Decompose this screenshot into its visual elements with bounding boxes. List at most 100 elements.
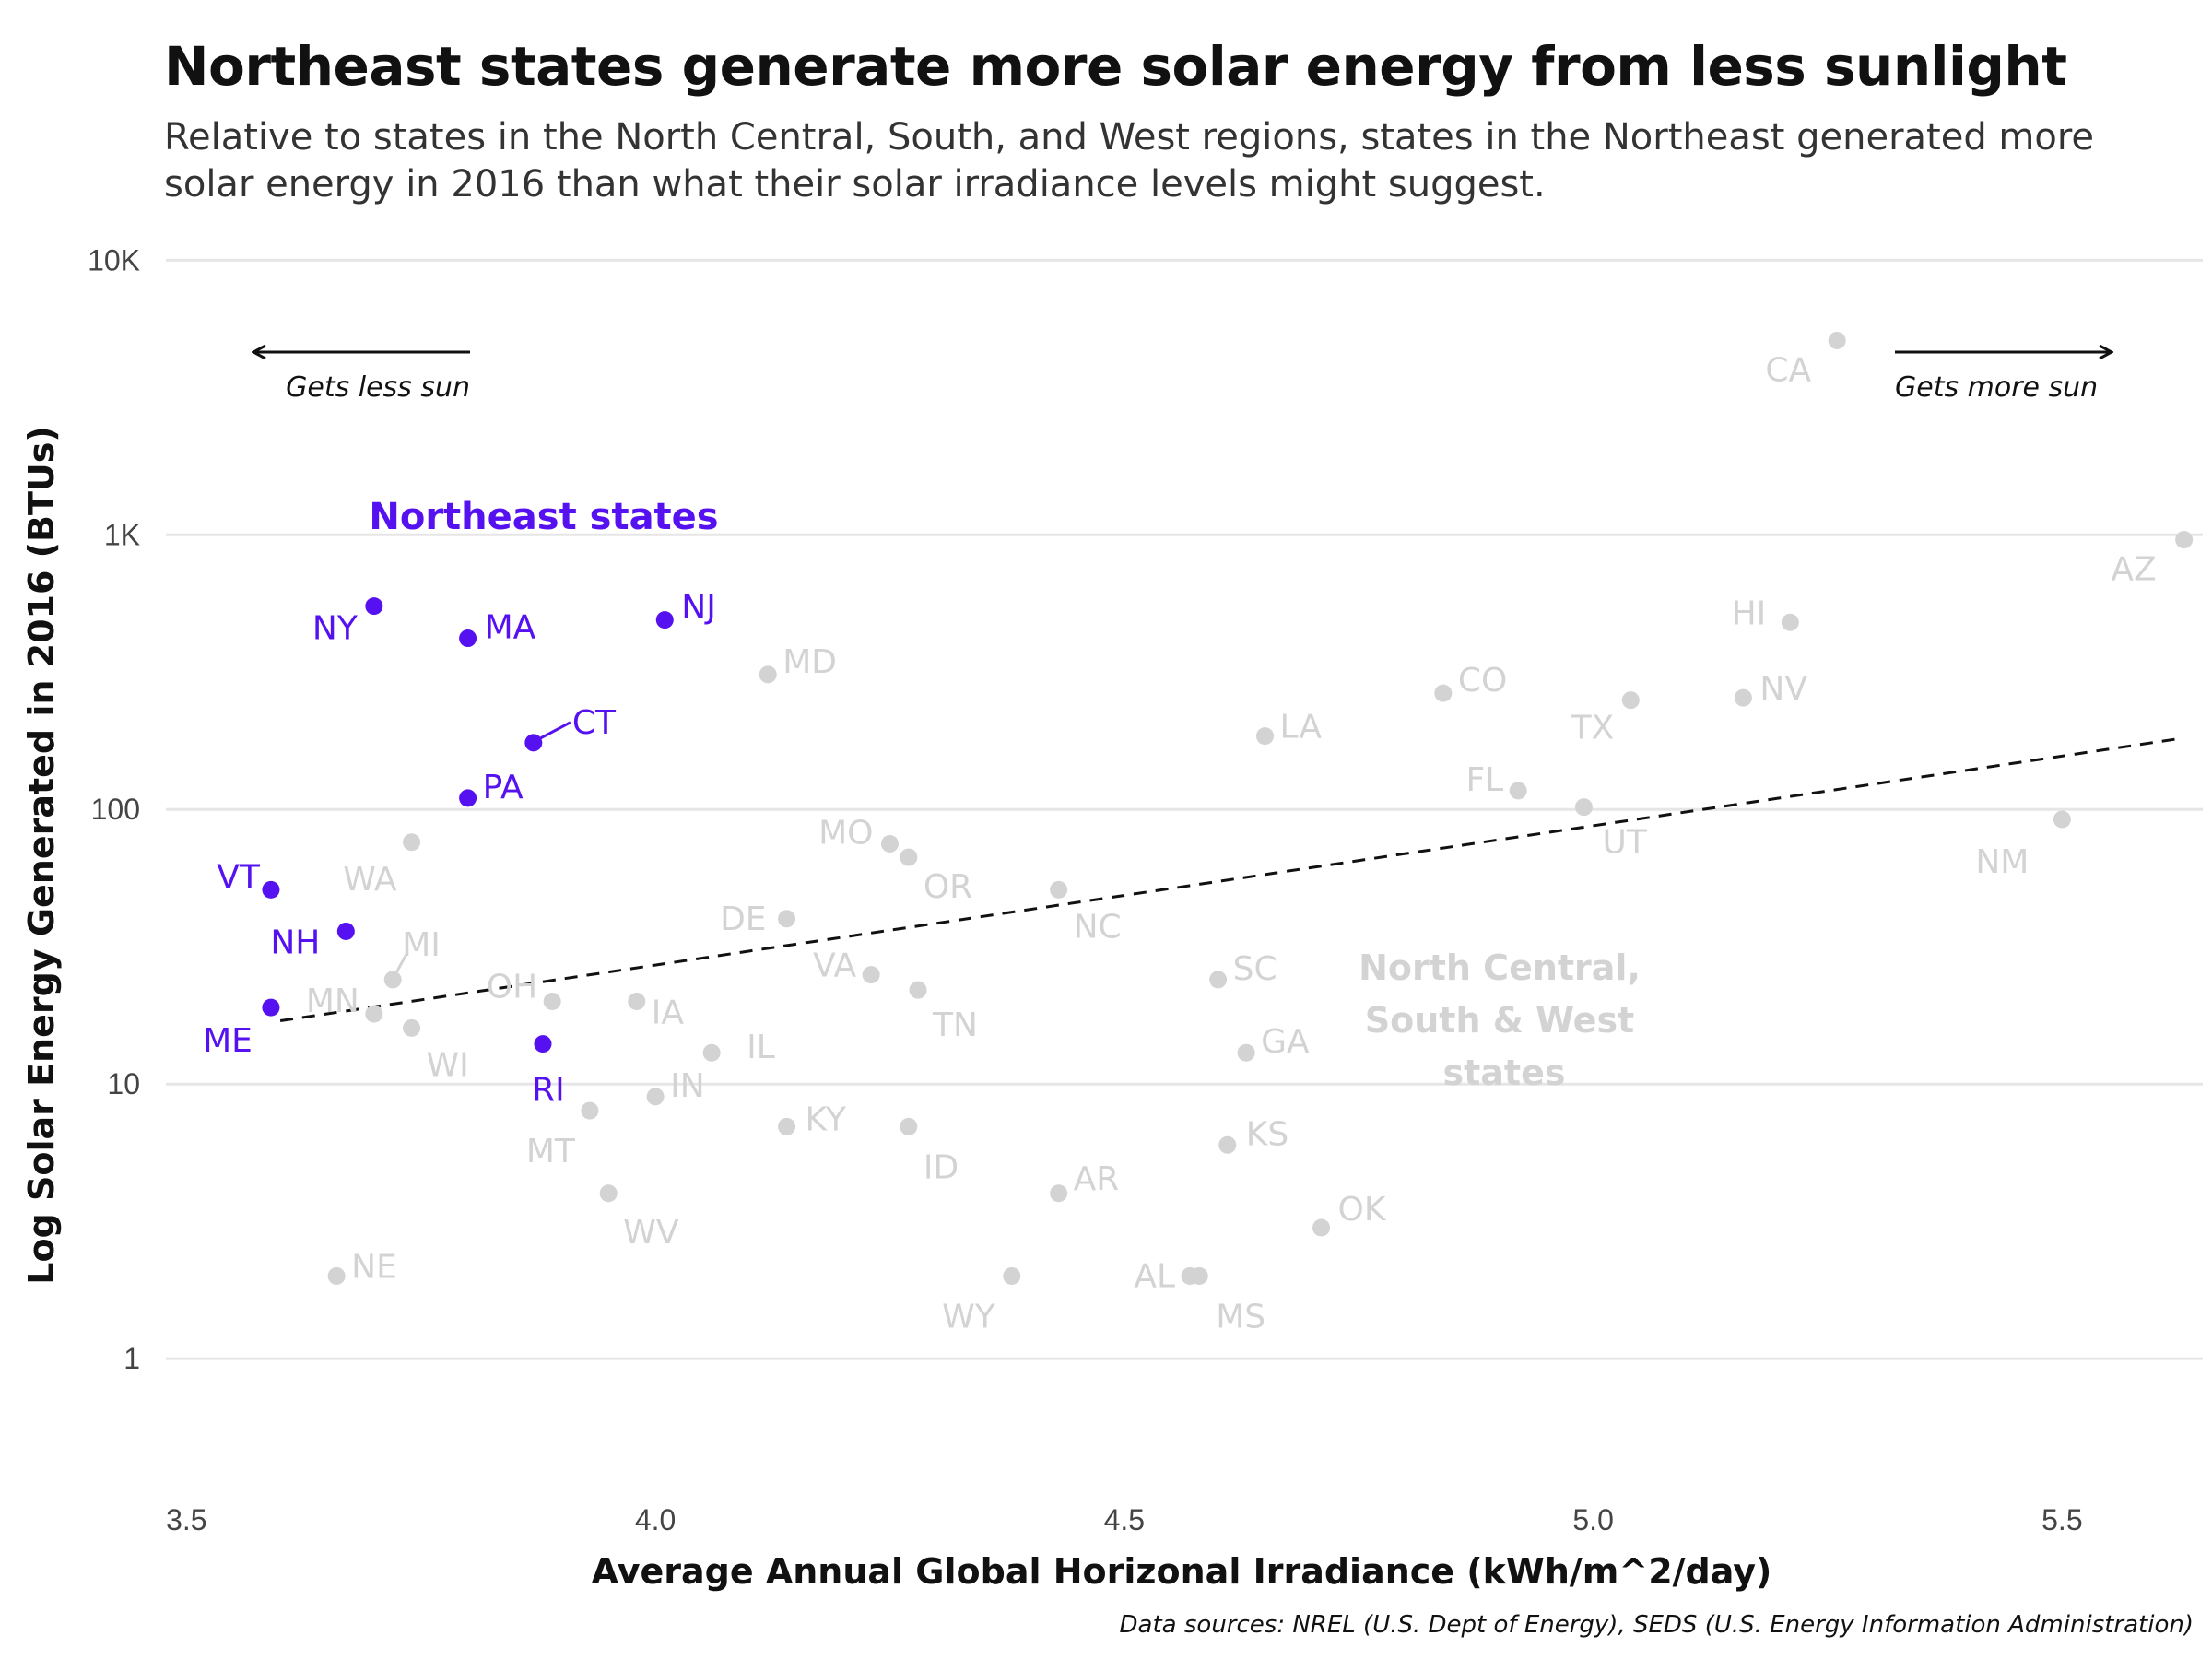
point-fl <box>1509 782 1527 800</box>
label-in: IN <box>670 1067 705 1105</box>
label-pa: PA <box>483 769 524 806</box>
label-ca: CA <box>1765 351 1811 389</box>
label-ga: GA <box>1261 1023 1310 1061</box>
label-ia: IA <box>652 994 685 1032</box>
label-nj: NJ <box>681 589 716 627</box>
x-axis-title: Average Annual Global Horizonal Irradian… <box>592 1551 1772 1592</box>
more-sun-label: Gets more sun <box>1895 371 2098 404</box>
label-ms: MS <box>1216 1298 1265 1335</box>
point-nm <box>2053 810 2071 829</box>
point-wa <box>403 833 421 852</box>
label-il: IL <box>747 1029 775 1066</box>
point-de <box>778 910 796 928</box>
label-sc: SC <box>1233 950 1277 988</box>
label-wa: WA <box>343 861 397 899</box>
point-la <box>1255 727 1274 746</box>
y-tick-label: 1K <box>104 518 140 551</box>
chart-title: Northeast states generate more solar ene… <box>164 35 2067 98</box>
other-group-label-line2: South & West <box>1365 1000 1634 1041</box>
northeast-group-label: Northeast states <box>369 496 718 538</box>
y-axis-ticks: 1 10 100 1K 10K <box>88 243 140 1375</box>
x-axis-ticks: 3.5 4.0 4.5 5.0 5.5 <box>166 1503 2083 1536</box>
chart-subtitle: Relative to states in the North Central,… <box>164 116 2095 206</box>
other-group-label-line3: states <box>1443 1053 1566 1093</box>
leader-mi <box>394 951 409 973</box>
point-ok <box>1312 1218 1331 1237</box>
label-oh: OH <box>487 969 537 1006</box>
label-ar: AR <box>1074 1160 1120 1198</box>
point-oh <box>543 993 561 1011</box>
point-ga <box>1237 1043 1255 1062</box>
point-az <box>2175 531 2194 549</box>
label-id: ID <box>924 1148 959 1186</box>
point-mo <box>880 834 899 853</box>
label-vt: VT <box>217 858 261 896</box>
point-or <box>900 848 918 866</box>
less-sun-label: Gets less sun <box>286 371 470 404</box>
trend-line-group <box>279 737 2175 1023</box>
point-vt <box>262 880 280 899</box>
label-nv: NV <box>1759 670 1807 708</box>
label-co: CO <box>1458 662 1507 700</box>
point-mt <box>581 1101 599 1120</box>
label-me: ME <box>203 1022 253 1060</box>
point-il <box>702 1043 721 1062</box>
label-fl: FL <box>1465 761 1503 799</box>
label-ky: KY <box>806 1100 847 1138</box>
x-tick-label: 4.5 <box>1104 1503 1145 1536</box>
point-ct <box>524 734 543 752</box>
point-hi <box>1781 613 1799 631</box>
point-md <box>759 665 777 684</box>
label-nm: NM <box>1975 843 2029 881</box>
label-az: AZ <box>2111 551 2156 589</box>
point-me <box>262 998 280 1017</box>
label-tx: TX <box>1571 710 1615 747</box>
trend-line <box>279 737 2175 1023</box>
point-ut <box>1574 798 1593 817</box>
point-ny <box>365 597 383 616</box>
point-tn <box>909 981 927 999</box>
point-in <box>646 1088 665 1106</box>
label-ok: OK <box>1338 1191 1387 1229</box>
y-tick-label: 10 <box>107 1067 140 1100</box>
point-sc <box>1209 971 1228 989</box>
point-nc <box>1050 880 1068 899</box>
x-tick-label: 5.0 <box>1572 1503 1613 1536</box>
label-nh: NH <box>270 924 320 961</box>
label-ut: UT <box>1602 824 1647 862</box>
label-al: AL <box>1134 1257 1175 1295</box>
grid-lines <box>166 258 2203 1360</box>
point-ma <box>459 629 477 648</box>
point-wv <box>599 1184 618 1203</box>
label-tn: TN <box>932 1006 978 1044</box>
y-tick-label: 1 <box>124 1342 140 1375</box>
label-mn: MN <box>306 982 359 1020</box>
label-va: VA <box>813 947 856 985</box>
point-ms <box>1190 1266 1208 1285</box>
leader-ct <box>538 721 571 741</box>
point-ky <box>778 1117 796 1135</box>
x-tick-label: 4.0 <box>635 1503 676 1536</box>
label-ks: KS <box>1246 1115 1288 1153</box>
label-mi: MI <box>402 926 441 964</box>
label-nc: NC <box>1074 908 1122 946</box>
point-wi <box>403 1018 421 1037</box>
y-tick-label: 100 <box>91 793 140 826</box>
point-nj <box>655 611 674 629</box>
label-ny: NY <box>312 610 359 648</box>
point-mn <box>365 1005 383 1023</box>
label-ma: MA <box>485 609 536 647</box>
point-ia <box>628 993 646 1011</box>
y-tick-label: 10K <box>88 243 140 276</box>
label-ct: CT <box>572 704 617 742</box>
label-mo: MO <box>818 814 873 852</box>
point-wy <box>1003 1266 1021 1285</box>
label-de: DE <box>720 900 766 938</box>
label-hi: HI <box>1732 594 1767 632</box>
point-nv <box>1734 688 1752 707</box>
point-co <box>1434 684 1453 702</box>
point-ri <box>534 1035 552 1053</box>
x-tick-label: 3.5 <box>166 1503 206 1536</box>
x-tick-label: 5.5 <box>2041 1503 2082 1536</box>
